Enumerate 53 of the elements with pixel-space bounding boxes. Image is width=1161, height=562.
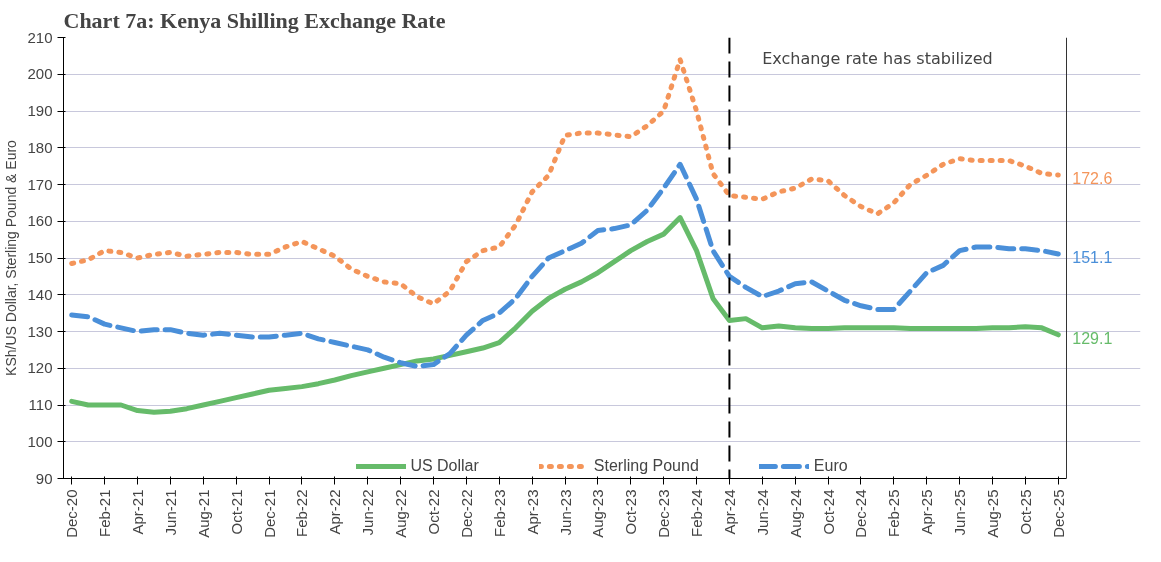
x-tick-label: Apr-25 <box>918 489 936 535</box>
x-tick-label: Aug-21 <box>194 489 212 538</box>
x-tick-label: Dec-21 <box>260 489 278 538</box>
x-tick-label: Feb-24 <box>688 489 706 538</box>
y-tick-label: 200 <box>27 65 53 83</box>
x-tick-label: Oct-22 <box>424 489 442 535</box>
y-tick-label: 160 <box>27 212 53 230</box>
x-tick-label: Apr-21 <box>128 489 146 535</box>
x-tick-label: Jun-23 <box>556 489 574 536</box>
x-tick-label: Dec-20 <box>63 489 81 538</box>
x-tick-label: Oct-25 <box>1016 489 1034 535</box>
x-tick-label: Apr-23 <box>523 489 541 535</box>
x-tick-label: Feb-25 <box>885 489 903 538</box>
x-tick-label: Oct-23 <box>622 489 640 535</box>
y-tick-label: 170 <box>27 175 53 193</box>
x-tick-label: Feb-21 <box>96 489 114 538</box>
x-tick-label: Jun-24 <box>753 489 771 536</box>
y-tick-label: 180 <box>27 138 53 156</box>
annotation: Exchange rate has stabilized <box>762 48 993 68</box>
x-tick-label: Dec-23 <box>655 489 673 538</box>
x-tick-label: Jun-25 <box>951 489 969 536</box>
data-label: 129.1 <box>1072 329 1113 347</box>
y-axis-title: KSh/US Dollar, Sterling Pound & Euro <box>3 139 20 376</box>
x-tick-label: Apr-24 <box>720 489 738 535</box>
y-tick-label: 150 <box>27 249 53 266</box>
x-tick-label: Oct-24 <box>819 489 837 535</box>
x-tick-label: Aug-22 <box>392 489 410 538</box>
y-tick-label: 140 <box>27 285 53 303</box>
x-tick-label: Jun-21 <box>161 489 179 536</box>
x-tick-label: Jun-22 <box>359 489 377 536</box>
x-tick-label: Aug-25 <box>984 489 1002 538</box>
x-tick-label: Oct-21 <box>227 489 245 535</box>
legend-label: Sterling Pound <box>593 457 699 475</box>
y-tick-label: 120 <box>27 359 53 377</box>
x-tick-label: Feb-22 <box>293 489 311 538</box>
x-tick-label: Dec-25 <box>1049 489 1067 538</box>
y-tick-label: 90 <box>35 469 53 487</box>
legend-label: Euro <box>813 457 848 475</box>
y-tick-label: 190 <box>27 102 53 119</box>
y-tick-label: 130 <box>27 322 53 340</box>
x-tick-label: Dec-24 <box>852 489 870 538</box>
x-tick-label: Dec-22 <box>457 489 475 538</box>
y-tick-label: 100 <box>27 432 53 450</box>
x-tick-label: Apr-22 <box>326 489 344 535</box>
y-tick-label: 210 <box>27 28 53 46</box>
legend-label: US Dollar <box>410 457 479 475</box>
y-tick-label: 110 <box>28 396 53 413</box>
x-tick-label: Feb-23 <box>490 489 508 538</box>
x-tick-label: Aug-23 <box>589 489 607 538</box>
data-label: 151.1 <box>1072 248 1113 266</box>
chart-title: Chart 7a: Kenya Shilling Exchange Rate <box>63 7 446 33</box>
data-label: 172.6 <box>1072 169 1113 187</box>
x-tick-label: Aug-24 <box>786 489 804 538</box>
